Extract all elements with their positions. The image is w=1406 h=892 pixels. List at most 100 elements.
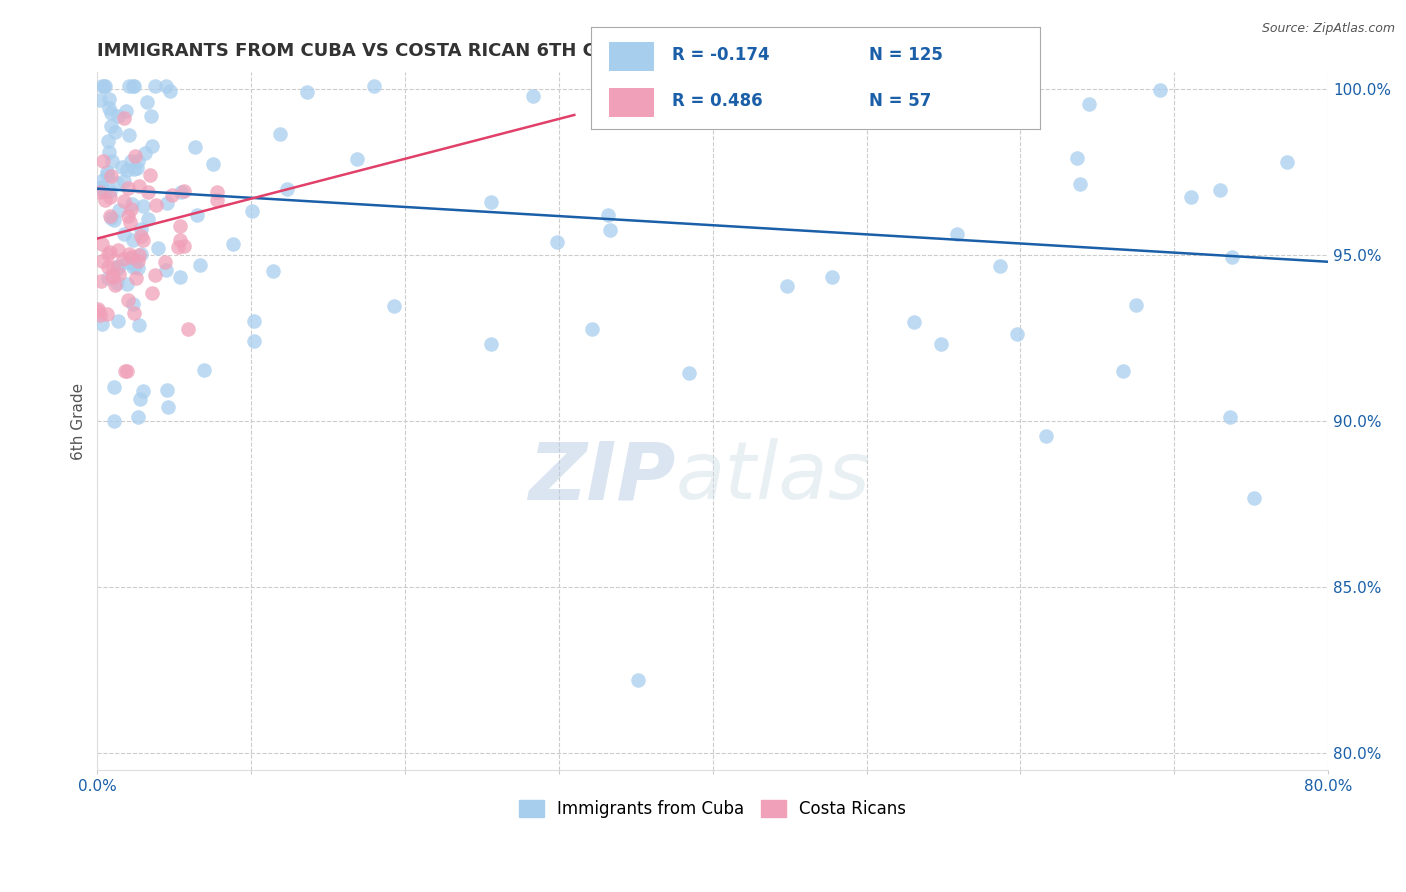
Point <box>93 184 115 198</box>
Point <box>111 161 134 175</box>
Point <box>1208 183 1230 197</box>
Point <box>91 78 114 93</box>
Point <box>98 184 121 198</box>
Point <box>107 260 129 275</box>
Text: atlas: atlas <box>676 438 870 516</box>
Point <box>121 197 143 211</box>
Point <box>141 285 163 300</box>
Point <box>98 245 121 260</box>
Point <box>121 233 143 247</box>
Point <box>173 238 195 252</box>
Point <box>124 149 146 163</box>
Point <box>132 384 155 398</box>
Point <box>94 193 117 207</box>
Point <box>118 78 141 93</box>
Point <box>205 193 228 207</box>
Point <box>1149 83 1171 97</box>
Point <box>240 204 263 219</box>
Y-axis label: 6th Grade: 6th Grade <box>72 383 86 459</box>
Point <box>127 253 149 268</box>
Point <box>127 409 149 424</box>
Point <box>143 78 166 93</box>
Point <box>124 259 146 273</box>
Point <box>193 363 215 377</box>
Point <box>479 194 502 209</box>
Point <box>100 169 122 183</box>
Point <box>128 248 150 262</box>
Point <box>1007 326 1029 341</box>
Point <box>105 176 128 190</box>
Point <box>107 243 129 257</box>
Point <box>98 101 121 115</box>
Point <box>104 277 127 292</box>
Point <box>117 293 139 308</box>
Point <box>100 211 122 226</box>
Point <box>269 127 291 141</box>
Point <box>91 154 114 169</box>
Point <box>242 314 264 328</box>
Point <box>776 279 799 293</box>
Point <box>114 364 136 378</box>
Point <box>101 269 124 284</box>
Point <box>139 109 162 123</box>
Point <box>115 103 138 118</box>
Point <box>122 78 145 93</box>
Point <box>89 185 111 199</box>
Point <box>91 253 114 268</box>
Point <box>128 318 150 332</box>
Point <box>903 315 925 329</box>
Text: Source: ZipAtlas.com: Source: ZipAtlas.com <box>1261 22 1395 36</box>
Point <box>546 235 568 249</box>
Point <box>207 185 229 199</box>
Point <box>100 105 122 120</box>
Point <box>117 180 139 194</box>
Point <box>145 198 167 212</box>
Point <box>134 146 156 161</box>
Point <box>295 85 318 99</box>
Point <box>131 247 153 261</box>
Point <box>627 673 650 687</box>
Point <box>276 182 298 196</box>
Point <box>97 134 120 148</box>
Point <box>522 89 544 103</box>
Point <box>112 111 135 125</box>
Point <box>145 268 167 282</box>
Point <box>346 152 368 166</box>
Point <box>96 307 118 321</box>
Point <box>136 185 159 199</box>
Point <box>103 380 125 394</box>
Point <box>111 252 134 266</box>
Point <box>87 301 110 316</box>
Point <box>129 228 152 243</box>
Point <box>156 400 179 414</box>
Point <box>479 336 502 351</box>
Point <box>931 337 953 351</box>
Point <box>1066 151 1088 165</box>
Point <box>221 237 243 252</box>
Point <box>103 414 125 428</box>
Point <box>101 270 124 285</box>
Point <box>90 317 112 331</box>
Point <box>112 227 135 241</box>
Point <box>107 109 129 123</box>
Point <box>115 364 138 378</box>
Point <box>124 306 146 320</box>
Point <box>100 209 122 223</box>
Point <box>1180 190 1202 204</box>
Point <box>118 247 141 261</box>
Point <box>1125 298 1147 312</box>
Point <box>125 270 148 285</box>
Point <box>821 269 844 284</box>
Point <box>363 78 385 93</box>
Point <box>243 334 266 348</box>
Text: N = 125: N = 125 <box>869 46 943 64</box>
Point <box>101 260 124 275</box>
Point <box>122 162 145 177</box>
Point <box>101 153 124 168</box>
Point <box>1243 491 1265 506</box>
Point <box>97 260 120 274</box>
Point <box>89 94 111 108</box>
Point <box>169 233 191 247</box>
Point <box>1078 97 1101 112</box>
Point <box>93 78 115 93</box>
